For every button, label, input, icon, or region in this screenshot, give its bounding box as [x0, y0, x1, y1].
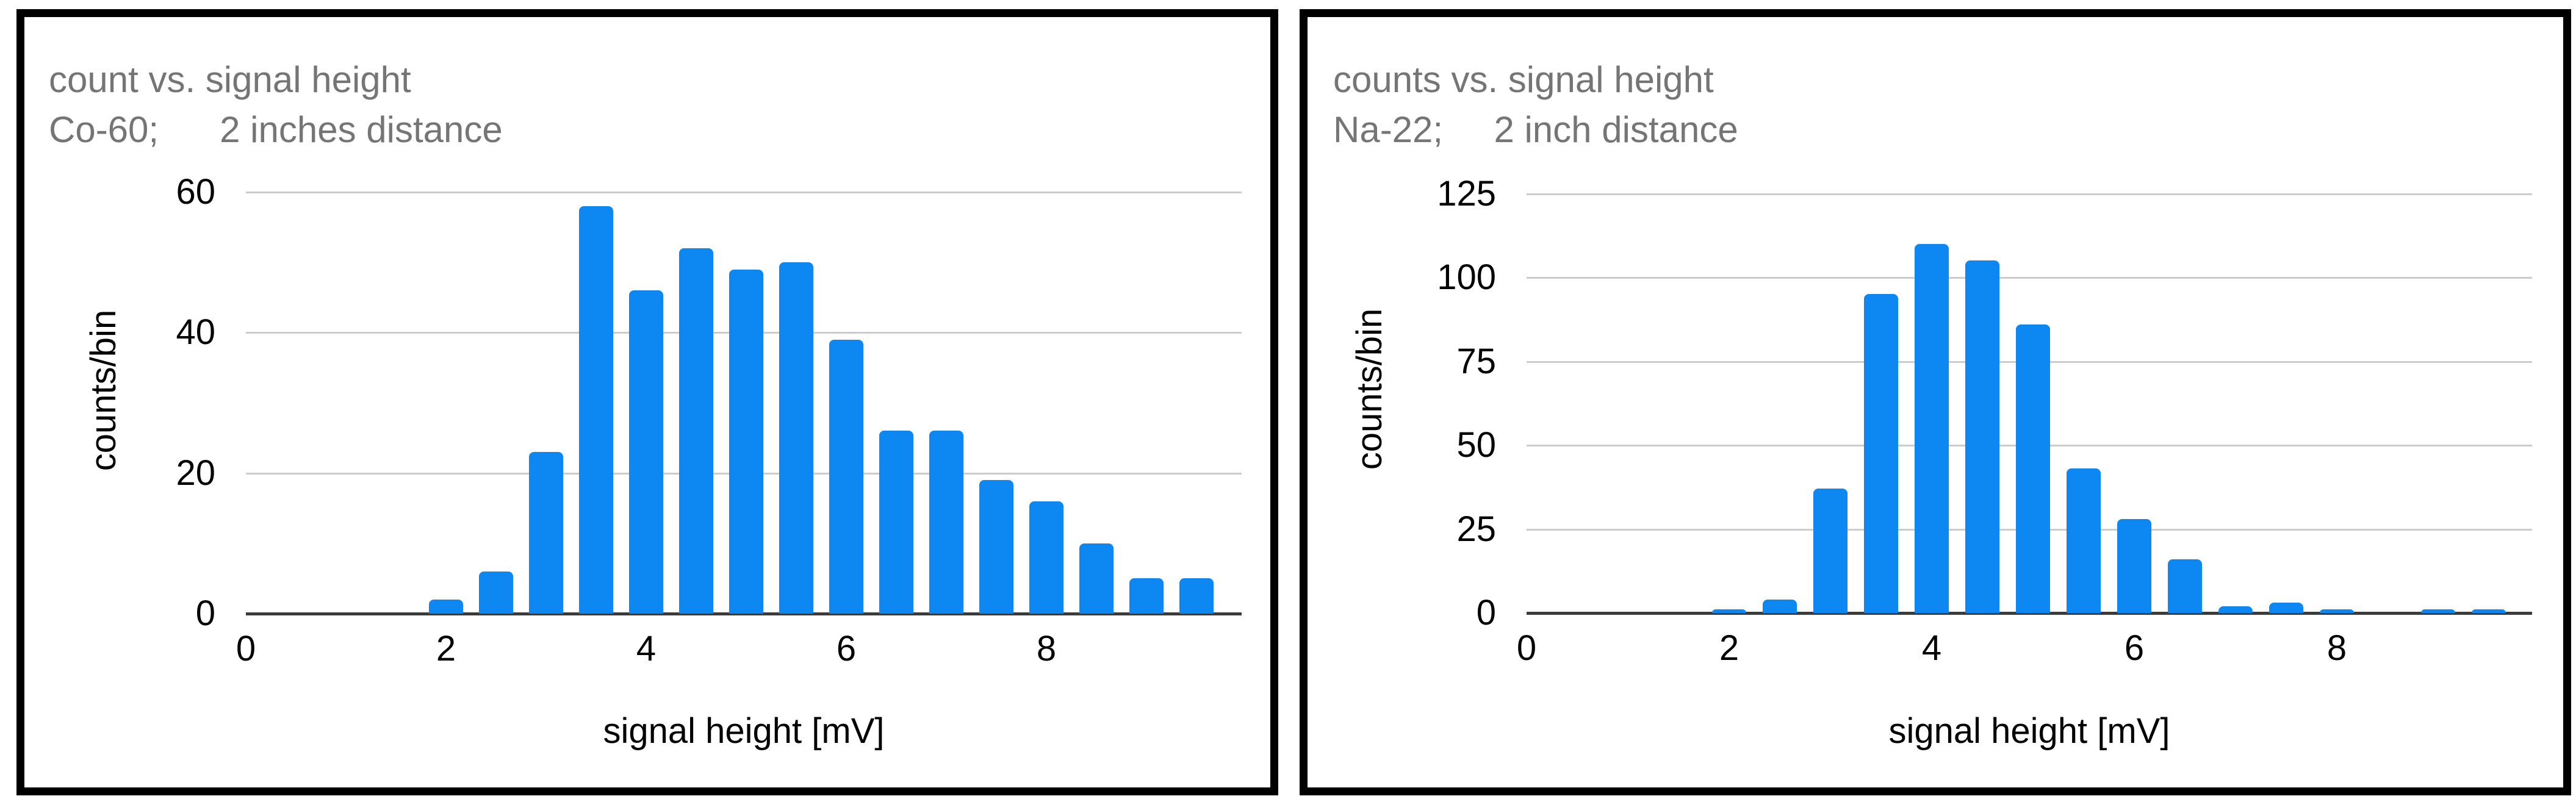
- y-tick-label: 50: [1456, 425, 1496, 465]
- histogram-bar: [1079, 543, 1114, 614]
- gridline: [1527, 193, 2532, 195]
- gridline: [1527, 277, 2532, 279]
- histogram-bar: [1179, 578, 1214, 614]
- y-tick-label: 125: [1437, 173, 1496, 213]
- histogram-bar: [1712, 609, 1746, 613]
- x-tick-label: 0: [236, 629, 256, 668]
- histogram-bar: [2218, 606, 2253, 613]
- histogram-bar: [2168, 559, 2202, 613]
- y-tick-label: 0: [1476, 593, 1496, 633]
- histogram-bar: [579, 206, 613, 614]
- y-tick-label: 75: [1456, 341, 1496, 381]
- x-axis-label: signal height [mV]: [603, 711, 885, 751]
- y-axis-label: counts/bin: [84, 309, 123, 471]
- histogram-bar: [629, 290, 663, 614]
- chart-subtitle: Co-60; 2 inches distance: [49, 109, 503, 150]
- histogram-bar: [679, 248, 713, 614]
- gridline: [246, 191, 1242, 193]
- histogram-bar: [1965, 260, 1999, 613]
- x-tick-label: 8: [2326, 628, 2347, 668]
- histogram-bar: [429, 600, 463, 614]
- x-tick-label: 0: [1516, 628, 1537, 668]
- chart-title: counts vs. signal height: [1333, 59, 1714, 100]
- chart-panel-co60: count vs. signal height Co-60; 2 inches d…: [16, 9, 1278, 795]
- chart-title: count vs. signal height: [49, 59, 411, 100]
- y-tick-label: 40: [176, 312, 215, 353]
- histogram-bar: [929, 431, 963, 614]
- x-tick-label: 2: [1719, 628, 1740, 668]
- chart-subtitle: Na-22; 2 inch distance: [1333, 109, 1738, 150]
- histogram-bar: [779, 262, 813, 614]
- x-tick-label: 6: [836, 629, 857, 668]
- histogram-bar: [1763, 600, 1797, 613]
- histogram-bar: [829, 340, 863, 614]
- histogram-bar: [1864, 294, 1898, 613]
- histogram-bar: [2320, 609, 2354, 613]
- histogram-bar: [1813, 489, 1847, 613]
- chart-panel-na22: counts vs. signal height Na-22; 2 inch di…: [1300, 9, 2571, 795]
- histogram-bar: [2269, 603, 2303, 613]
- x-axis-line: [1527, 612, 2532, 615]
- histogram-bar: [1029, 501, 1063, 614]
- x-axis-line: [246, 612, 1242, 615]
- histogram-bar: [979, 480, 1013, 614]
- histogram-bar: [2117, 519, 2151, 613]
- x-axis-label: signal height [mV]: [1888, 711, 2170, 751]
- y-tick-label: 100: [1437, 257, 1496, 297]
- y-tick-label: 0: [195, 593, 215, 633]
- histogram-bar: [729, 270, 763, 614]
- y-tick-label: 20: [176, 453, 215, 493]
- histogram-bar: [479, 572, 513, 614]
- histogram-bar: [1915, 244, 1949, 613]
- x-tick-label: 2: [436, 629, 456, 668]
- x-tick-label: 4: [1921, 628, 1942, 668]
- y-tick-label: 60: [176, 171, 215, 212]
- y-axis-label: counts/bin: [1350, 308, 1389, 470]
- histogram-bar: [2421, 609, 2455, 613]
- x-tick-label: 6: [2124, 628, 2145, 668]
- histogram-bar: [1129, 578, 1164, 614]
- y-tick-label: 25: [1456, 509, 1496, 549]
- x-tick-label: 4: [636, 629, 657, 668]
- histogram-bar: [879, 431, 913, 614]
- x-tick-label: 8: [1036, 629, 1057, 668]
- histogram-bar: [2016, 324, 2050, 613]
- histogram-bar: [2472, 609, 2506, 613]
- histogram-bar: [2067, 468, 2101, 613]
- histogram-bar: [529, 452, 563, 614]
